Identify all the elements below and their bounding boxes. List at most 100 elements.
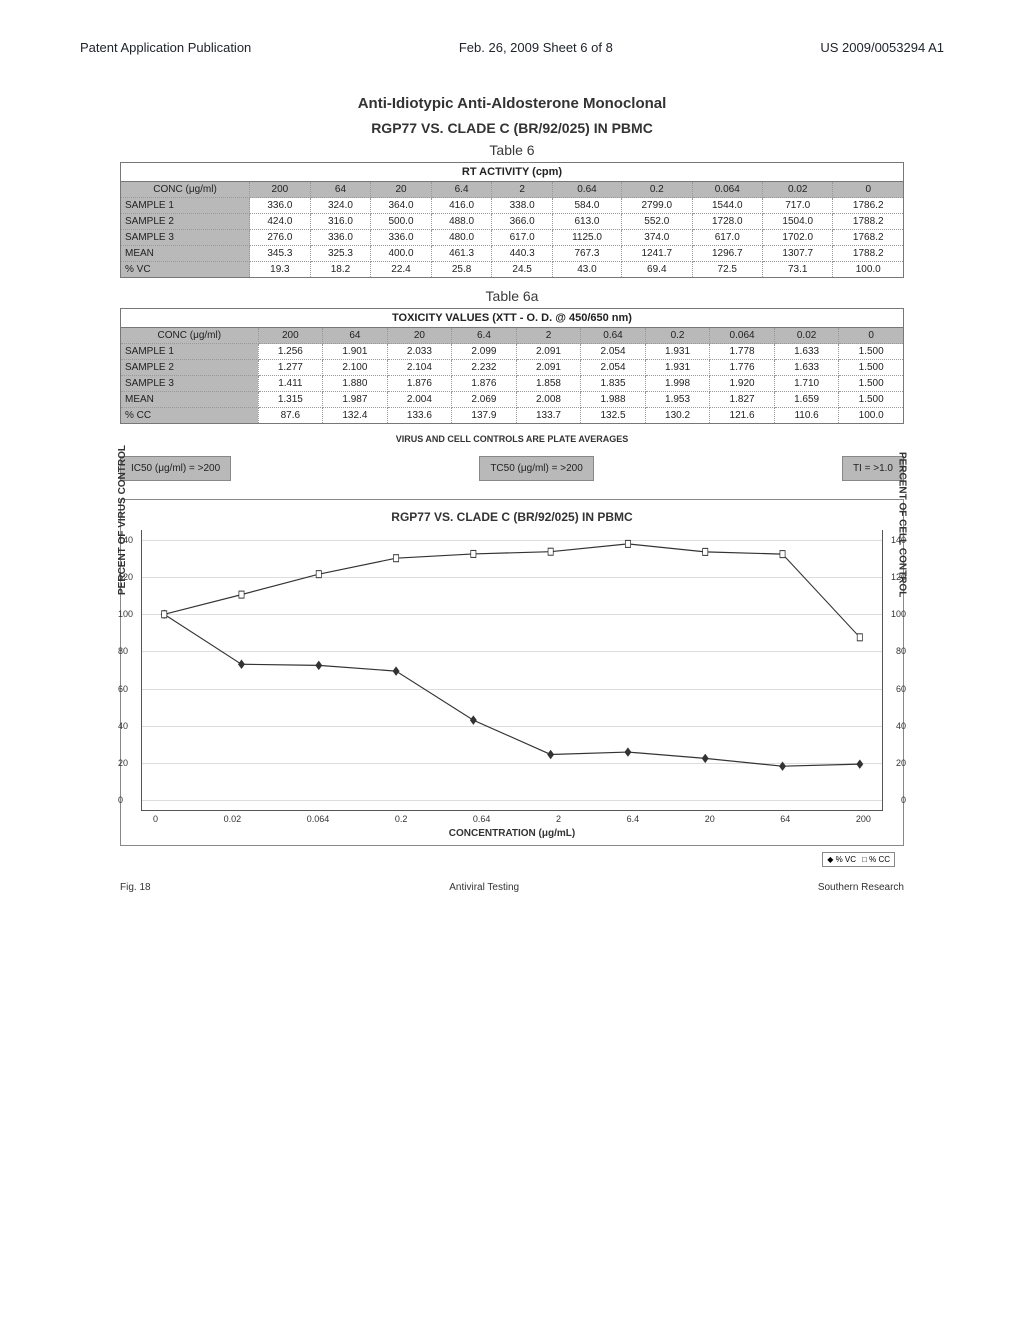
table-cell: 1.500	[839, 360, 904, 376]
xtick: 20	[705, 814, 715, 824]
table-cell: 2.100	[323, 360, 388, 376]
table-cell: 1241.7	[622, 246, 692, 262]
table-cell: 1544.0	[692, 198, 762, 214]
chart-legend: ◆ % VC □ % CC	[822, 852, 895, 867]
table-row: MEAN345.3325.3400.0461.3440.3767.31241.7…	[121, 246, 904, 262]
table-cell: 316.0	[310, 214, 371, 230]
table-row: SAMPLE 21.2772.1002.1042.2322.0912.0541.…	[121, 360, 904, 376]
table-cell: 717.0	[762, 198, 832, 214]
column-header: 200	[250, 182, 311, 198]
xtick: 0.2	[395, 814, 408, 824]
table-row: SAMPLE 11.2561.9012.0332.0992.0912.0541.…	[121, 344, 904, 360]
table-cell: 1.315	[258, 392, 323, 408]
x-axis: 00.020.0640.20.6426.42064200	[153, 814, 871, 824]
sub-title: RGP77 VS. CLADE C (BR/92/025) IN PBMC	[120, 120, 904, 136]
table-cell: 137.9	[452, 408, 517, 424]
table-cell: 130.2	[645, 408, 710, 424]
column-header: 0.2	[645, 328, 710, 344]
legend-vc: ◆ % VC	[827, 855, 856, 864]
chart-plot: 002020404060608080100100120120140140	[141, 530, 883, 811]
row-label: SAMPLE 2	[121, 360, 259, 376]
table-cell: 1728.0	[692, 214, 762, 230]
xtick: 0.064	[307, 814, 330, 824]
column-header: 2	[492, 182, 553, 198]
ytick-right: 60	[896, 684, 906, 694]
column-header: 0.064	[710, 328, 775, 344]
column-header: 2	[516, 328, 581, 344]
xtick: 2	[556, 814, 561, 824]
table-cell: 1.659	[774, 392, 839, 408]
ylabel-right: PERCENT OF CELL CONTROL	[896, 452, 907, 597]
table-cell: 276.0	[250, 230, 311, 246]
row-label: SAMPLE 2	[121, 214, 250, 230]
table-cell: 18.2	[310, 262, 371, 278]
table-cell: 2.232	[452, 360, 517, 376]
table-cell: 1.931	[645, 344, 710, 360]
table-cell: 100.0	[833, 262, 904, 278]
table-cell: 132.5	[581, 408, 646, 424]
column-header: 64	[323, 328, 388, 344]
table-cell: 1.953	[645, 392, 710, 408]
table6-handlabel: Table 6	[120, 142, 904, 158]
ytick-left: 140	[118, 535, 133, 545]
table-cell: 461.3	[431, 246, 492, 262]
ytick-right: 80	[896, 646, 906, 656]
table-cell: 2.054	[581, 344, 646, 360]
ic50-badge: IC50 (μg/ml) = >200	[120, 456, 231, 481]
table-cell: 1.827	[710, 392, 775, 408]
table-cell: 1788.2	[833, 214, 904, 230]
row-label: SAMPLE 1	[121, 344, 259, 360]
table-cell: 400.0	[371, 246, 432, 262]
table-cell: 336.0	[310, 230, 371, 246]
column-header: CONC (μg/ml)	[121, 328, 259, 344]
table-cell: 488.0	[431, 214, 492, 230]
table-cell: 73.1	[762, 262, 832, 278]
row-label: MEAN	[121, 392, 259, 408]
legend-cc: □ % CC	[862, 855, 890, 864]
tc50-badge: TC50 (μg/ml) = >200	[479, 456, 593, 481]
table-cell: 1.876	[452, 376, 517, 392]
table-row: % VC19.318.222.425.824.543.069.472.573.1…	[121, 262, 904, 278]
ytick-left: 80	[118, 646, 128, 656]
table-cell: 2.004	[387, 392, 452, 408]
table-cell: 1.776	[710, 360, 775, 376]
column-header: 0.64	[552, 182, 621, 198]
table-cell: 2.054	[581, 360, 646, 376]
table-row: SAMPLE 1336.0324.0364.0416.0338.0584.027…	[121, 198, 904, 214]
ytick-left: 0	[118, 795, 123, 805]
table-cell: 440.3	[492, 246, 553, 262]
row-label: MEAN	[121, 246, 250, 262]
table-cell: 416.0	[431, 198, 492, 214]
table-cell: 1125.0	[552, 230, 621, 246]
table-cell: 1.876	[387, 376, 452, 392]
table-cell: 1788.2	[833, 246, 904, 262]
ytick-right: 20	[896, 758, 906, 768]
table-cell: 767.3	[552, 246, 621, 262]
table-cell: 1768.2	[833, 230, 904, 246]
table-cell: 100.0	[839, 408, 904, 424]
table-cell: 500.0	[371, 214, 432, 230]
table-cell: 336.0	[250, 198, 311, 214]
header-right: US 2009/0053294 A1	[820, 40, 944, 55]
table-cell: 1.500	[839, 392, 904, 408]
column-header: 20	[387, 328, 452, 344]
column-header: 200	[258, 328, 323, 344]
table-cell: 338.0	[492, 198, 553, 214]
chart-container: RGP77 VS. CLADE C (BR/92/025) IN PBMC PE…	[120, 499, 904, 846]
table-cell: 72.5	[692, 262, 762, 278]
table-cell: 132.4	[323, 408, 388, 424]
xtick: 0.02	[224, 814, 242, 824]
xtick: 6.4	[627, 814, 640, 824]
table-cell: 366.0	[492, 214, 553, 230]
column-header: 0.064	[692, 182, 762, 198]
ytick-left: 40	[118, 721, 128, 731]
table-cell: 1.880	[323, 376, 388, 392]
table-cell: 374.0	[622, 230, 692, 246]
table-cell: 110.6	[774, 408, 839, 424]
table-cell: 613.0	[552, 214, 621, 230]
table-cell: 1.411	[258, 376, 323, 392]
footer-right: Southern Research	[818, 882, 904, 893]
table-cell: 584.0	[552, 198, 621, 214]
header-center: Feb. 26, 2009 Sheet 6 of 8	[459, 40, 613, 55]
table-cell: 2.091	[516, 344, 581, 360]
